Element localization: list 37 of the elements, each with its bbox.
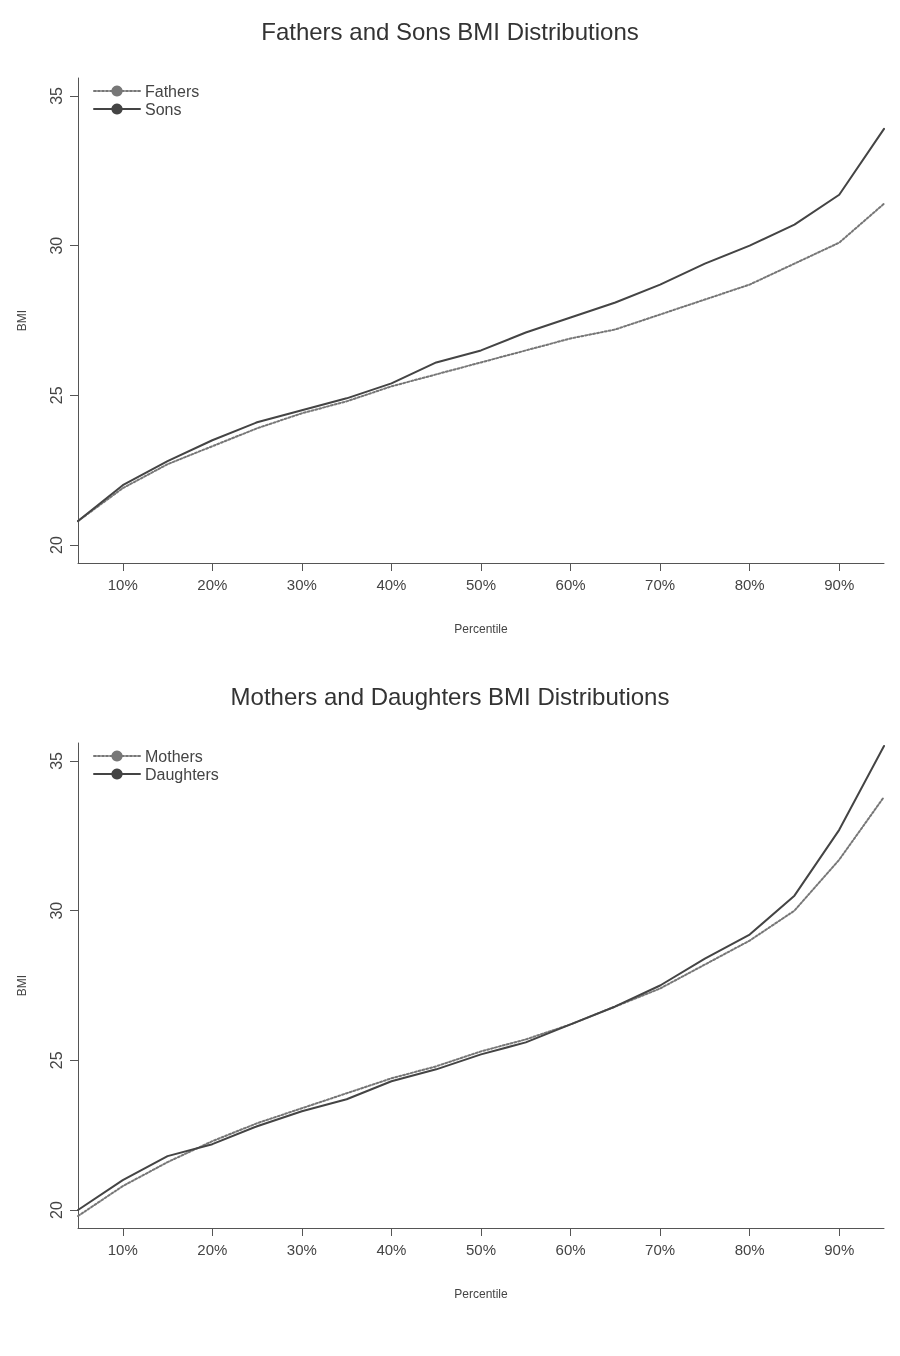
x-axis-title: Percentile [454, 622, 508, 636]
x-tick-label: 10% [107, 576, 138, 593]
y-axis-title: BMI [15, 974, 29, 997]
x-tick-label: 40% [376, 576, 407, 593]
legend-label: Sons [145, 100, 182, 118]
x-tick-label: 30% [286, 1241, 317, 1258]
x-tick-label: 50% [465, 576, 497, 593]
x-tick-label: 20% [197, 1241, 228, 1258]
x-tick-label: 90% [824, 576, 855, 593]
x-tick-label: 60% [555, 576, 586, 593]
x-tick-label: 70% [645, 576, 676, 593]
y-tick-label: 20 [47, 536, 65, 554]
x-tick-label: 80% [734, 1241, 765, 1258]
y-tick-label: 30 [47, 236, 65, 255]
y-tick-label: 30 [47, 901, 65, 920]
y-tick-label: 20 [47, 1201, 65, 1219]
legend-label: Mothers [145, 747, 203, 765]
x-tick-label: 90% [824, 1241, 855, 1258]
x-tick-label: 60% [555, 1241, 586, 1258]
chart-title: Fathers and Sons BMI Distributions [261, 17, 639, 45]
y-tick-label: 25 [47, 1051, 65, 1070]
x-tick-label: 30% [286, 576, 317, 593]
y-tick-label: 25 [47, 386, 65, 405]
x-tick-label: 50% [465, 1241, 497, 1258]
x-tick-label: 40% [376, 1241, 407, 1258]
x-tick-label: 20% [197, 576, 228, 593]
y-tick-label: 35 [47, 86, 65, 105]
legend-label: Fathers [145, 82, 200, 100]
y-axis-title: BMI [15, 309, 29, 332]
y-tick-label: 35 [47, 751, 65, 770]
x-tick-label: 80% [734, 576, 765, 593]
x-tick-label: 70% [645, 1241, 676, 1258]
x-axis-title: Percentile [454, 1287, 508, 1301]
legend-label: Daughters [145, 765, 219, 783]
line-series [77, 127, 885, 523]
x-tick-label: 10% [107, 1241, 138, 1258]
chart-title: Mothers and Daughters BMI Distributions [230, 682, 670, 710]
